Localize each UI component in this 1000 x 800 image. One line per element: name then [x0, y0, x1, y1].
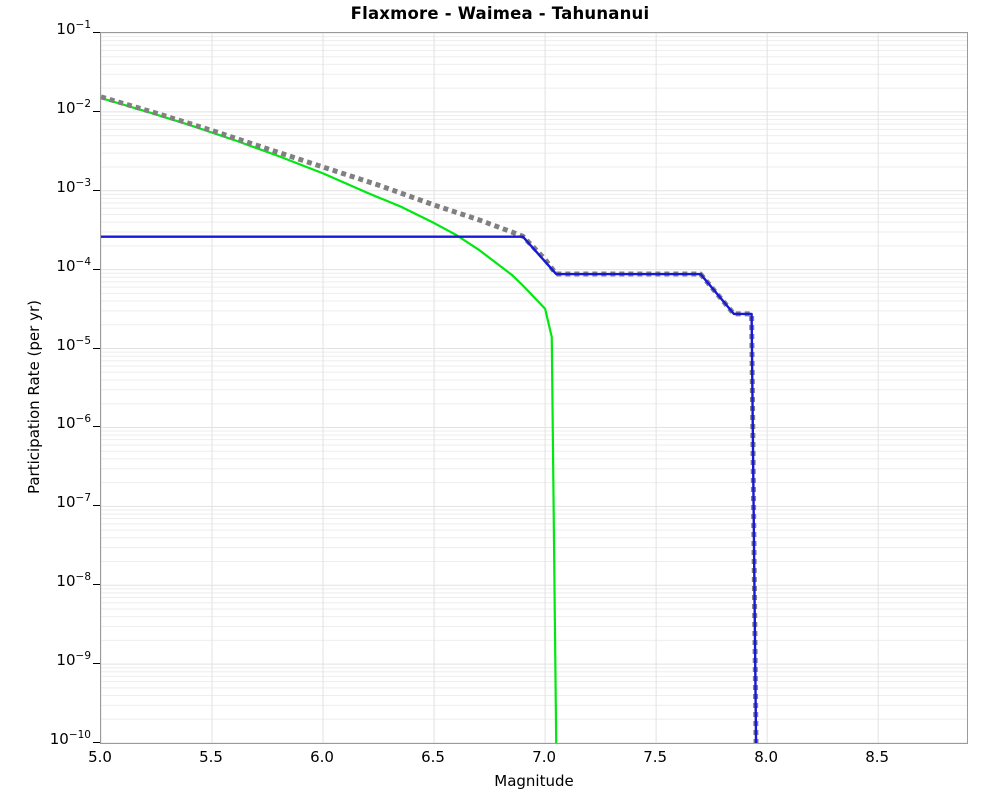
- major-x-gridlines: [101, 33, 879, 743]
- series-blue-curve: [101, 235, 758, 743]
- x-tick-label: 5.5: [199, 748, 223, 766]
- x-tick-label: 8.0: [754, 748, 779, 766]
- x-tick-label: 6.5: [421, 748, 445, 766]
- major-y-gridlines: [101, 33, 967, 743]
- page-title: Flaxmore - Waimea - Tahunanui: [350, 4, 650, 23]
- x-tick-label: 5.0: [88, 748, 112, 766]
- y-tick-label: 10−6: [56, 413, 91, 433]
- y-tick-label: 10−9: [56, 650, 91, 670]
- series-green-curve: [101, 96, 558, 743]
- plot-canvas: [101, 33, 967, 743]
- y-tick-label: 10−8: [56, 571, 91, 591]
- y-tick-label: 10−1: [56, 19, 91, 38]
- y-axis-label: Participation Rate (per yr): [25, 300, 43, 495]
- y-tick-mark: [93, 268, 100, 270]
- y-tick-label: 10−4: [56, 255, 91, 275]
- y-tick-label: 10−5: [56, 334, 91, 354]
- y-tick-mark: [93, 584, 100, 586]
- plot-area: [100, 32, 968, 744]
- x-tick-label: 6.0: [310, 748, 334, 766]
- y-tick-mark: [93, 189, 100, 191]
- y-tick-mark: [93, 742, 100, 743]
- y-tick-label: 10−10: [49, 729, 91, 748]
- y-tick-label: 10−3: [56, 176, 91, 196]
- y-tick-mark: [93, 347, 100, 349]
- x-tick-label: 8.5: [865, 748, 890, 766]
- y-tick-label: 10−7: [56, 492, 91, 512]
- y-tick-mark: [93, 505, 100, 507]
- y-tick-mark: [93, 663, 100, 665]
- x-tick-label: 7.5: [643, 748, 668, 766]
- y-tick-label: 10−2: [56, 97, 91, 117]
- data-series-layer: [101, 94, 759, 743]
- x-axis-label: Magnitude: [494, 772, 574, 790]
- series-gray-dotted-curve: [101, 94, 759, 743]
- y-tick-mark: [93, 426, 100, 428]
- y-tick-mark: [93, 32, 100, 33]
- x-tick-label: 7.0: [532, 748, 557, 766]
- y-tick-mark: [93, 110, 100, 112]
